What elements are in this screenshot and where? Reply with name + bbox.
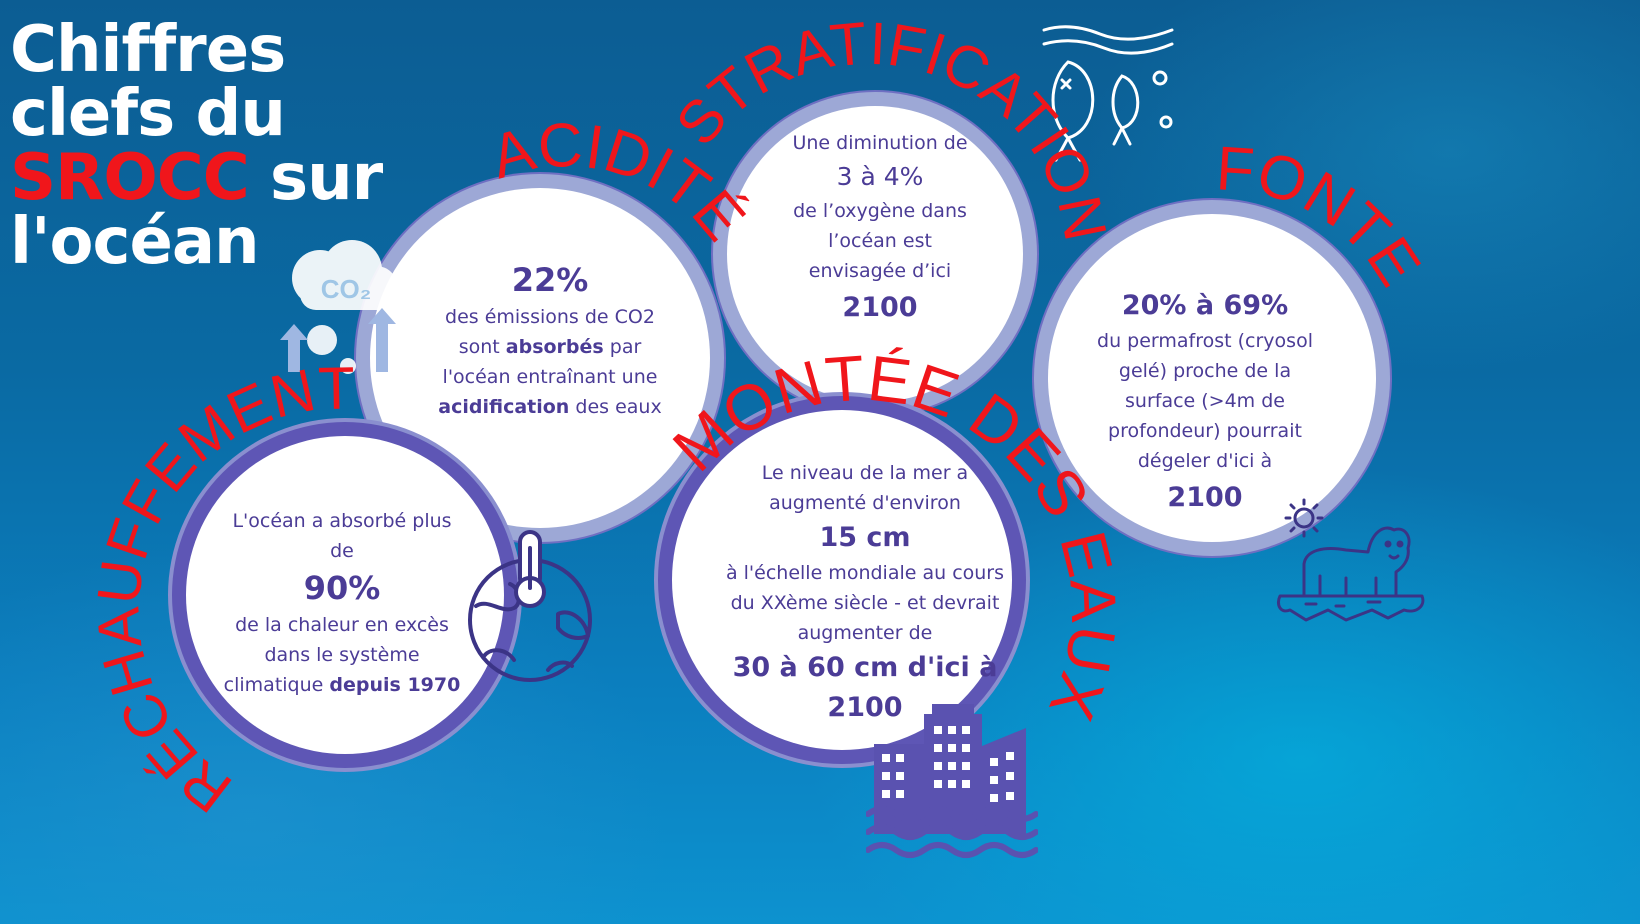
montee-line-1: Le niveau de la mer a augmenté d'environ — [761, 462, 969, 514]
polar-bear-icon — [1276, 496, 1426, 640]
montee-value-2: 30 à 60 cm d'ici à — [732, 652, 998, 683]
montee-line-2: à l'échelle mondiale au cours du XXème s… — [725, 562, 1005, 644]
montee-year: 2100 — [827, 692, 903, 723]
acidite-line-1: des émissions de CO2 — [445, 306, 655, 328]
stratification-year: 2100 — [842, 292, 918, 323]
acidite-value: 22% — [511, 261, 589, 299]
stratification-line-1: Une diminution de — [792, 132, 968, 154]
label-fonte-path: FONTE — [1214, 134, 1433, 298]
stratification-text: Une diminution de 3 à 4% de l’oxygène da… — [780, 128, 980, 328]
rechauffement-text: L'océan a absorbé plus de 90% de la chal… — [222, 506, 462, 700]
fonte-value: 20% à 69% — [1121, 290, 1289, 321]
circle-stratification — [727, 106, 1023, 402]
circle-montee — [672, 410, 1012, 750]
co2-cloud-icon: CO₂ — [280, 236, 410, 396]
label-montee-path: MONTÉE DES EAUX — [659, 342, 1130, 730]
label-fonte: FONTE — [1214, 134, 1433, 298]
label-rechauffement: RÉCHAUFFEMENT — [84, 354, 355, 825]
title-line-4: l'océan — [10, 205, 260, 279]
title-sur: sur — [248, 141, 383, 215]
acidite-line-4-b: acidification — [438, 396, 570, 418]
title-line-2: clefs du — [10, 77, 286, 151]
stratification-line-2: de l’oxygène dans l’océan est envisagée … — [793, 200, 967, 282]
circle-fonte — [1048, 214, 1376, 542]
montee-value: 15 cm — [819, 522, 911, 553]
stratification-value: 3 à 4% — [836, 162, 924, 191]
montee-text: Le niveau de la mer a augmenté d'environ… — [720, 458, 1010, 728]
acidite-line-2: sont absorbés par — [430, 332, 670, 362]
fish-icon — [1040, 18, 1180, 168]
fonte-line-1: du permafrost (cryosol gelé) proche de l… — [1097, 330, 1313, 472]
fonte-year: 2100 — [1167, 482, 1243, 513]
acidite-line-4-a: des eaux — [569, 396, 662, 418]
rechauffement-line-3-a: climatique — [223, 674, 330, 696]
rechauffement-line-2: de la chaleur en excès dans le système — [235, 614, 449, 666]
label-rechauffement-path: RÉCHAUFFEMENT — [84, 354, 355, 825]
acidite-line-3: l'océan entraînant une — [442, 366, 658, 388]
circle-rechauffement — [186, 436, 504, 754]
rechauffement-line-3-b: depuis 1970 — [329, 674, 461, 696]
acidite-line-4: acidification des eaux — [430, 392, 670, 422]
title-line-3: SROCC sur — [10, 146, 383, 210]
acidite-line-2-b: absorbés — [505, 336, 604, 358]
acidite-line-2-a: sont — [458, 336, 506, 358]
rechauffement-line-3: climatique depuis 1970 — [222, 670, 462, 700]
thermometer-earth-icon — [462, 528, 602, 684]
acidite-line-2-c: par — [603, 336, 642, 358]
rechauffement-value: 90% — [303, 569, 381, 607]
title-srocc: SROCC — [10, 141, 250, 215]
flooded-city-icon — [865, 702, 1039, 866]
fonte-text: 20% à 69% du permafrost (cryosol gelé) p… — [1090, 286, 1320, 518]
acidite-text: 22% des émissions de CO2 sont absorbés p… — [430, 258, 670, 422]
rechauffement-line-1: L'océan a absorbé plus de — [232, 510, 452, 562]
page-title: Chiffres clefs du SROCC sur l'océan — [10, 13, 383, 279]
co2-label: CO₂ — [321, 274, 372, 304]
title-line-1: Chiffres — [10, 13, 286, 87]
label-montee: MONTÉE DES EAUX — [659, 342, 1130, 730]
